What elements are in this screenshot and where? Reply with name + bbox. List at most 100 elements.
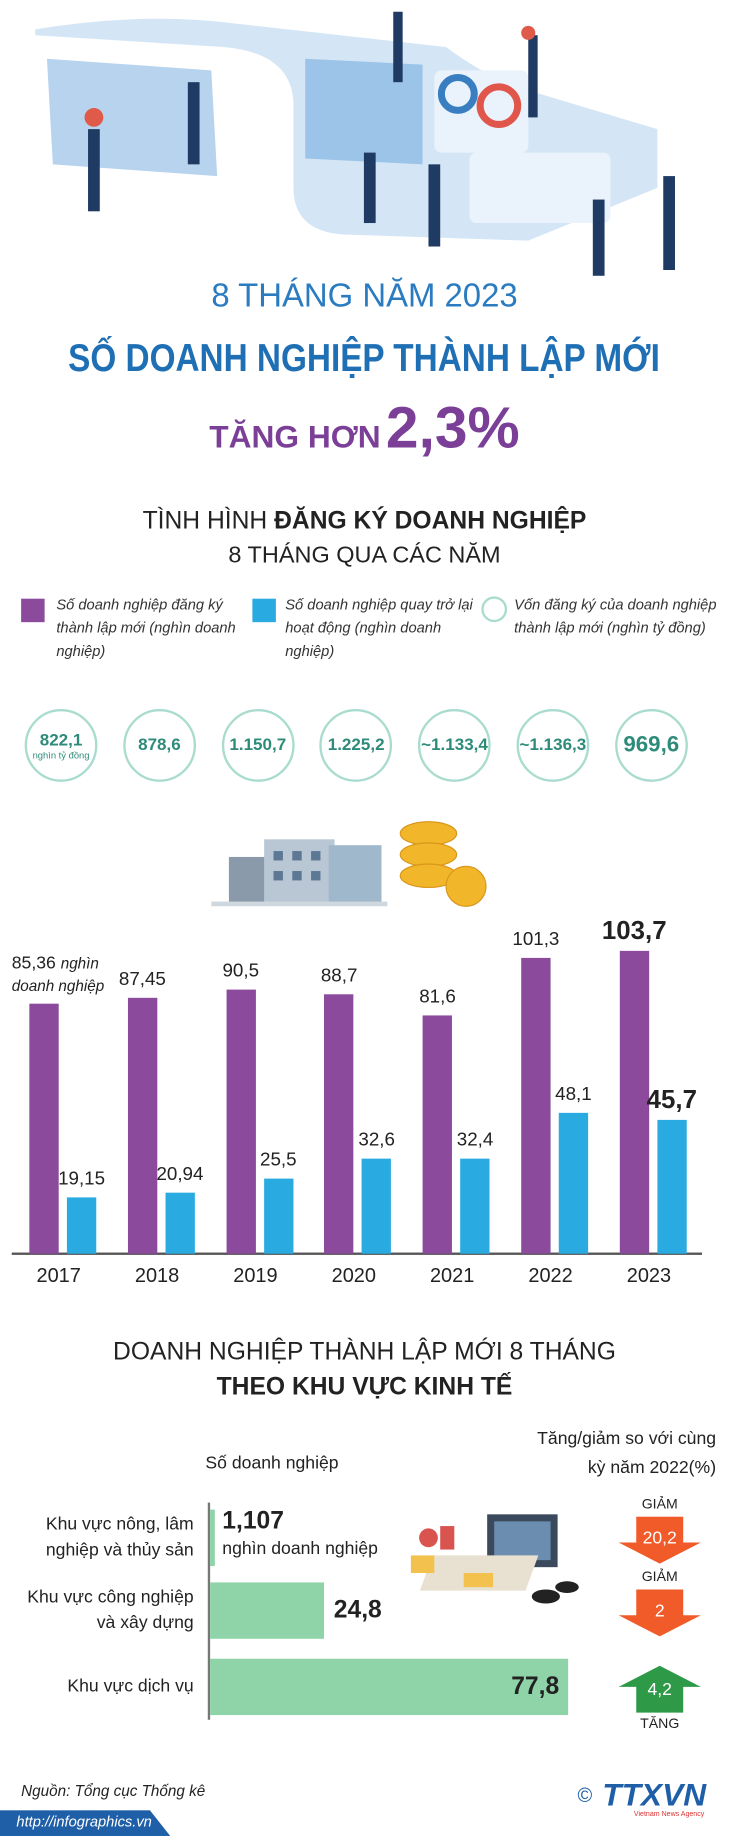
value-label: 32,4	[456, 1130, 494, 1151]
capital-label: 969,6	[623, 732, 680, 758]
capital-circle: 1.150,7	[221, 709, 295, 782]
x-tick-label: 2020	[331, 1264, 376, 1287]
bar	[226, 989, 256, 1254]
change-arrow	[618, 1665, 701, 1713]
bar	[210, 1658, 569, 1716]
value-label: 77,8	[511, 1672, 560, 1700]
change-direction: GIẢM	[641, 1568, 678, 1585]
legend-swatch	[252, 598, 276, 623]
bar	[263, 1179, 293, 1254]
change-label: 2	[654, 1601, 665, 1622]
bar	[66, 1197, 97, 1254]
title-bold: ĐĂNG KÝ DOANH NGHIỆP	[274, 507, 587, 535]
value-label: 32,6	[358, 1130, 395, 1151]
category-label: Khu vực công nghiệp và xây dựng	[27, 1587, 194, 1633]
value-label: 45,7	[646, 1084, 697, 1115]
logo: TTXVN	[602, 1777, 707, 1813]
capital-unit: nghìn tỷ đồng	[32, 749, 90, 761]
chart1-title: TÌNH HÌNH ĐĂNG KÝ DOANH NGHIỆP	[0, 507, 729, 535]
legend-swatch	[21, 598, 45, 623]
x-tick-label: 2022	[528, 1264, 573, 1287]
value-label: 19,15	[58, 1169, 106, 1190]
header-illustration	[35, 11, 675, 276]
legend-label: Vốn đăng ký của doanh nghiệp thành lập m…	[514, 596, 717, 637]
growth-value: 2,3%	[385, 394, 520, 461]
value-label: 1,107	[222, 1507, 284, 1535]
annotation: nghìn doanh nghiệp	[11, 954, 105, 995]
x-tick-label: 2019	[233, 1264, 278, 1287]
capital-label: 822,1	[39, 730, 83, 750]
bar	[165, 1192, 195, 1254]
bar	[362, 1158, 392, 1254]
change-arrow	[618, 1516, 701, 1564]
growth: TĂNG HƠN 2,3%	[0, 393, 729, 461]
capital-circle: 969,6	[614, 709, 688, 782]
change-label: 4,2	[647, 1679, 672, 1700]
value-label: 90,5	[222, 960, 260, 981]
change-title: Tăng/giảm so với cùng kỳ năm 2022(%)	[537, 1428, 717, 1478]
bar	[460, 1158, 490, 1254]
chart2-subtitle: THEO KHU VỰC KINH TẾ	[216, 1373, 513, 1401]
value-label: 85,36	[11, 953, 56, 974]
value-label-group: 85,36 nghìn doanh nghiệp	[12, 952, 118, 997]
annotation: nghìn doanh nghiệp	[222, 1538, 378, 1559]
bar	[619, 950, 649, 1254]
source: Nguồn: Tổng cục Thống kê	[21, 1781, 206, 1800]
value-label: 87,45	[118, 969, 166, 990]
arrow-shape	[618, 1516, 701, 1564]
value-label: 48,1	[555, 1084, 592, 1105]
x-tick-label: 2021	[429, 1264, 475, 1287]
value-label: 25,5	[260, 1150, 297, 1171]
bar	[422, 1015, 453, 1254]
capital-circle: 822,1 nghìn tỷ đồng	[24, 709, 98, 782]
logo-caption: Vietnam News Agency	[633, 1811, 705, 1819]
goods-illustration	[410, 1514, 579, 1604]
buildings-illustration	[211, 821, 487, 907]
change-label: 20,2	[642, 1528, 677, 1549]
period: 8 THÁNG NĂM 2023	[211, 277, 518, 314]
x-tick-label: 2023	[626, 1264, 672, 1287]
category-label: Khu vực nông, lâm nghiệp và thủy sản	[45, 1514, 194, 1561]
headline-wrap: SỐ DOANH NGHIỆP THÀNH LẬP MỚI	[0, 336, 729, 381]
change-arrow	[618, 1589, 701, 1637]
capital-circle: 1.225,2	[319, 709, 393, 782]
chart1-subtitle: 8 THÁNG QUA CÁC NĂM	[228, 542, 501, 569]
arrow-shape	[618, 1665, 701, 1713]
value-label: 81,6	[419, 986, 456, 1007]
category-label: Khu vực dịch vụ	[67, 1676, 194, 1697]
url[interactable]: http://infographics.vn	[16, 1813, 152, 1831]
bar	[657, 1120, 687, 1254]
bar	[210, 1582, 325, 1639]
value-label: 103,7	[601, 915, 667, 945]
headline: SỐ DOANH NGHIỆP THÀNH LẬP MỚI	[68, 335, 661, 380]
value-label: 20,94	[156, 1164, 204, 1185]
growth-prefix: TĂNG HƠN	[209, 419, 381, 455]
legend-label: Số doanh nghiệp quay trở lại hoạt động (…	[285, 596, 473, 660]
capital-label: 1.150,7	[229, 736, 287, 755]
x-tick-label: 2018	[134, 1264, 180, 1287]
axis-line	[207, 1502, 211, 1720]
capital-label: ~1.136,3	[519, 736, 587, 755]
x-tick-label: 2017	[36, 1264, 81, 1287]
bar	[324, 994, 354, 1254]
legend-circle	[481, 596, 508, 623]
capital-circle: ~1.133,4	[418, 709, 491, 782]
bar	[521, 957, 551, 1254]
bar	[29, 1004, 59, 1254]
value-label: 101,3	[512, 929, 560, 950]
url-bar	[0, 1810, 171, 1836]
value-label: 24,8	[333, 1596, 382, 1624]
capital-label: 878,6	[138, 736, 181, 755]
value-label: 88,7	[320, 966, 358, 987]
title-prefix: TÌNH HÌNH	[142, 507, 268, 535]
capital-label: ~1.133,4	[421, 736, 488, 755]
capital-label: 1.225,2	[327, 736, 385, 755]
change-direction: TĂNG	[640, 1715, 680, 1732]
bar	[210, 1509, 216, 1566]
capital-circle: 878,6	[123, 709, 196, 782]
chart2-title: DOANH NGHIỆP THÀNH LẬP MỚI 8 THÁNG	[113, 1338, 616, 1366]
axis-title: Số doanh nghiệp	[205, 1453, 339, 1474]
change-direction: GIẢM	[641, 1495, 678, 1512]
baseline	[11, 1252, 702, 1255]
